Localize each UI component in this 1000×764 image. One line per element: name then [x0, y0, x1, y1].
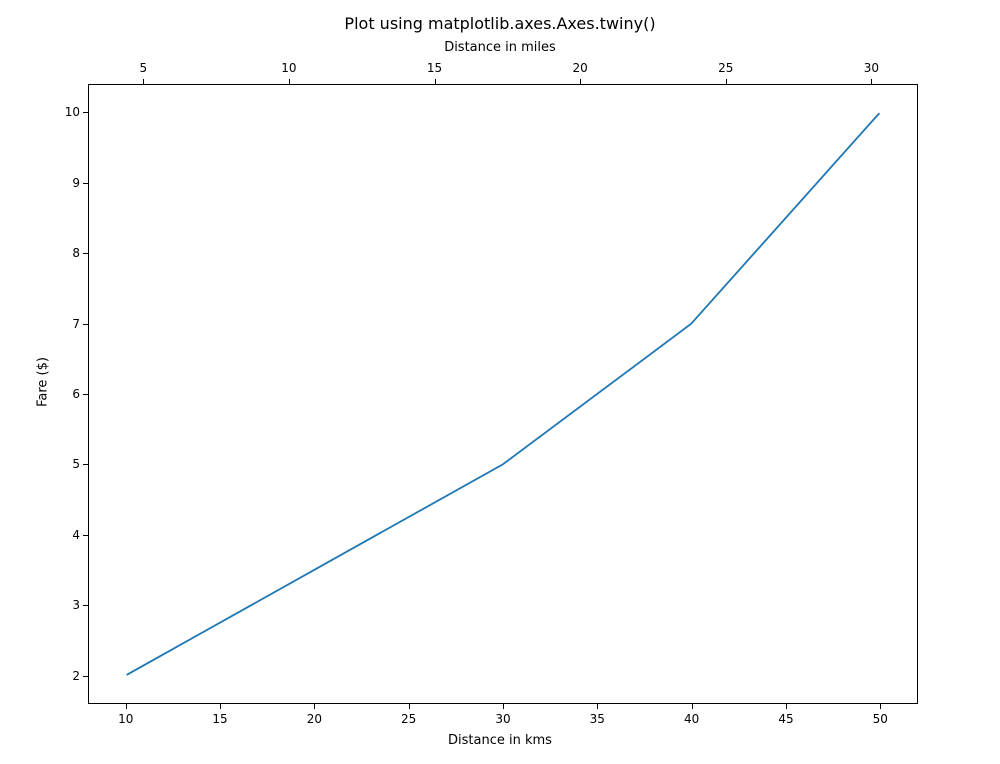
top-x-tick: [289, 79, 290, 84]
y-tick-label: 7: [60, 317, 80, 331]
top-x-tick-label: 5: [140, 61, 148, 75]
y-tick: [83, 394, 88, 395]
bottom-x-tick-label: 45: [778, 712, 793, 726]
y-tick: [83, 676, 88, 677]
y-tick: [83, 605, 88, 606]
y-tick: [83, 535, 88, 536]
bottom-x-tick: [786, 704, 787, 709]
top-x-tick: [143, 79, 144, 84]
bottom-x-tick: [503, 704, 504, 709]
plot-area: [88, 84, 918, 704]
bottom-x-tick: [692, 704, 693, 709]
bottom-x-tick-label: 15: [212, 712, 227, 726]
y-tick-label: 8: [60, 246, 80, 260]
top-x-tick: [435, 79, 436, 84]
y-axis-label: Fare ($): [35, 357, 50, 407]
bottom-x-tick: [597, 704, 598, 709]
top-x-tick: [726, 79, 727, 84]
chart-container: Plot using matplotlib.axes.Axes.twiny() …: [0, 0, 1000, 764]
top-x-tick: [580, 79, 581, 84]
y-tick-label: 10: [60, 105, 80, 119]
bottom-x-tick-label: 10: [118, 712, 133, 726]
y-tick-label: 4: [60, 528, 80, 542]
top-x-axis-label: Distance in miles: [444, 40, 556, 55]
bottom-x-axis-label: Distance in kms: [448, 733, 552, 748]
top-x-tick-label: 10: [281, 61, 296, 75]
bottom-x-tick-label: 30: [495, 712, 510, 726]
y-tick-label: 2: [60, 669, 80, 683]
bottom-x-tick-label: 50: [873, 712, 888, 726]
bottom-x-tick-label: 20: [307, 712, 322, 726]
bottom-x-tick-label: 40: [684, 712, 699, 726]
bottom-x-tick: [126, 704, 127, 709]
bottom-x-tick-label: 35: [590, 712, 605, 726]
top-x-tick: [871, 79, 872, 84]
top-x-tick-label: 20: [573, 61, 588, 75]
y-tick: [83, 324, 88, 325]
top-x-tick-label: 15: [427, 61, 442, 75]
y-tick-label: 5: [60, 457, 80, 471]
line-plot-svg: [89, 85, 917, 703]
y-tick: [83, 183, 88, 184]
bottom-x-tick: [880, 704, 881, 709]
y-tick: [83, 464, 88, 465]
data-line: [127, 113, 880, 675]
y-tick: [83, 253, 88, 254]
y-tick: [83, 112, 88, 113]
y-tick-label: 9: [60, 176, 80, 190]
bottom-x-tick-label: 25: [401, 712, 416, 726]
y-tick-label: 6: [60, 387, 80, 401]
y-tick-label: 3: [60, 598, 80, 612]
bottom-x-tick: [220, 704, 221, 709]
top-x-tick-label: 30: [864, 61, 879, 75]
chart-title: Plot using matplotlib.axes.Axes.twiny(): [344, 14, 655, 33]
bottom-x-tick: [314, 704, 315, 709]
top-x-tick-label: 25: [718, 61, 733, 75]
bottom-x-tick: [409, 704, 410, 709]
